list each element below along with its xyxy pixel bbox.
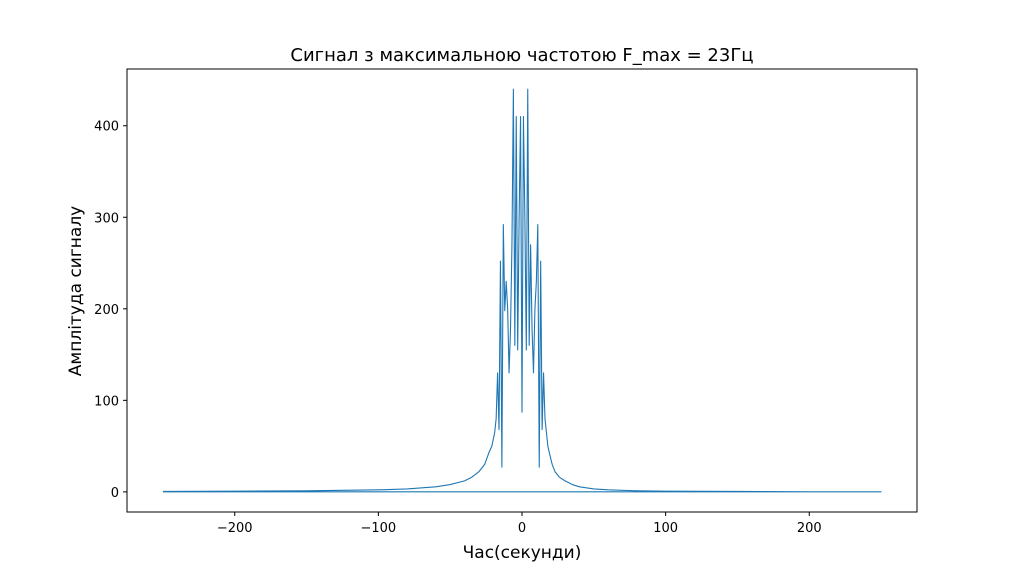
x-axis: −200 −100 0 100 200 xyxy=(217,512,822,536)
y-tick-label: 100 xyxy=(94,394,119,409)
y-tick-label: 300 xyxy=(94,211,119,226)
x-tick-label: 200 xyxy=(797,521,822,536)
x-tick-label: −200 xyxy=(217,521,253,536)
chart-title: Сигнал з максимальною частотою F_max = 2… xyxy=(290,45,753,66)
plot-area xyxy=(126,68,918,513)
x-tick-label: 100 xyxy=(653,521,678,536)
y-tick-label: 200 xyxy=(94,303,119,318)
y-tick-label: 0 xyxy=(111,486,119,501)
series-line xyxy=(162,88,882,493)
y-axis-label: Амплітуда сигналу xyxy=(66,206,86,376)
y-tick-label: 400 xyxy=(94,120,119,135)
x-tick-label: −100 xyxy=(361,521,397,536)
x-tick-label: 0 xyxy=(518,521,526,536)
x-axis-label: Час(секунди) xyxy=(463,543,582,563)
y-axis: 0 100 200 300 400 xyxy=(94,120,127,501)
